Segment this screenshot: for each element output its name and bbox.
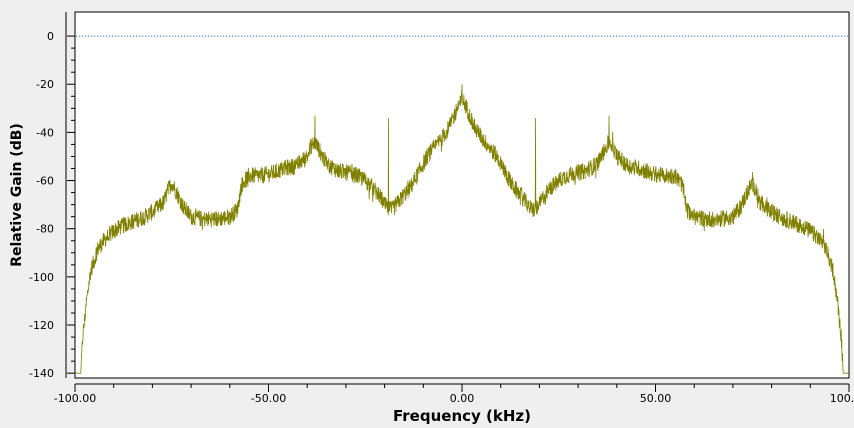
y-axis: 0 -20 -40 -60 -80 -100 -120 -140 (29, 12, 75, 380)
y-tick-label: -120 (29, 319, 54, 332)
x-tick-label: -50.00 (251, 392, 286, 405)
x-tick-label: 100.00 (830, 392, 854, 405)
series-group (75, 84, 849, 374)
y-tick-label: 0 (47, 30, 54, 43)
plot-area (74, 11, 850, 379)
y-tick-label: -140 (29, 367, 54, 380)
x-axis: -100.00 -50.00 0.00 50.00 100.00 (54, 383, 854, 405)
x-tick-label: 0.00 (450, 392, 475, 405)
y-tick-label: -40 (36, 126, 54, 139)
y-tick-label: -20 (36, 78, 54, 91)
x-tick-label: -100.00 (54, 392, 96, 405)
y-tick-label: -100 (29, 271, 54, 284)
y-axis-label: Relative Gain (dB) (9, 123, 25, 267)
y-tick-label: -60 (36, 175, 54, 188)
y-tick-label: -80 (36, 223, 54, 236)
series-line-0 (75, 84, 849, 374)
x-axis-label: Frequency (kHz) (393, 407, 531, 425)
x-tick-label: 50.00 (640, 392, 672, 405)
